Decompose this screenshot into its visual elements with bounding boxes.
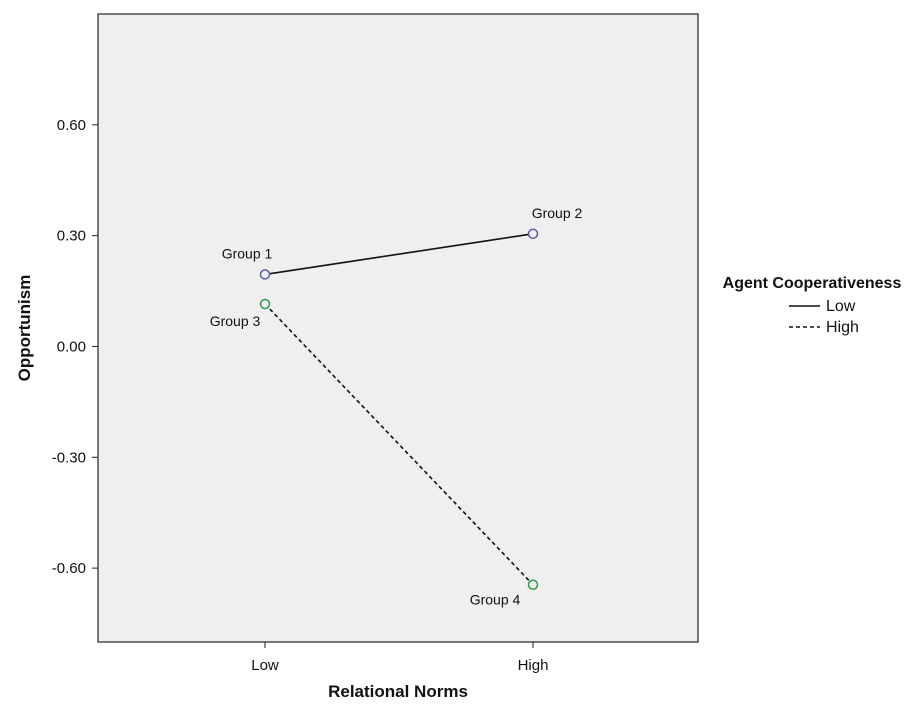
y-axis-title: Opportunism xyxy=(15,275,34,382)
y-tick-label: -0.60 xyxy=(52,560,86,577)
series-line-high xyxy=(264,303,534,586)
x-tick-label: Low xyxy=(251,657,279,674)
y-axis: 0.60 0.30 0.00 -0.30 -0.60 xyxy=(52,117,98,577)
legend: Agent Cooperativeness Low High xyxy=(723,275,902,336)
x-axis-title: Relational Norms xyxy=(328,682,468,701)
legend-title: Agent Cooperativeness xyxy=(723,275,902,292)
data-point xyxy=(527,579,539,590)
data-point xyxy=(527,228,539,240)
point-label: Group 2 xyxy=(532,205,583,221)
point-label: Group 3 xyxy=(210,313,261,329)
legend-label-high: High xyxy=(826,319,859,336)
point-label: Group 4 xyxy=(470,592,521,608)
y-tick-label: 0.60 xyxy=(57,117,86,134)
data-point xyxy=(259,298,271,310)
x-axis: Low High xyxy=(251,642,548,674)
point-labels: Group 1 Group 2 Group 3 Group 4 xyxy=(210,205,583,608)
y-tick-label: 0.30 xyxy=(57,228,86,245)
y-tick-label: -0.30 xyxy=(52,449,86,466)
point-label: Group 1 xyxy=(222,245,273,261)
legend-label-low: Low xyxy=(826,298,856,315)
y-tick-label: 0.00 xyxy=(57,338,86,355)
x-tick-label: High xyxy=(518,657,549,674)
plot-area xyxy=(97,13,699,643)
series-layer xyxy=(259,228,539,590)
series-line-low xyxy=(264,233,534,276)
data-point xyxy=(259,269,271,280)
